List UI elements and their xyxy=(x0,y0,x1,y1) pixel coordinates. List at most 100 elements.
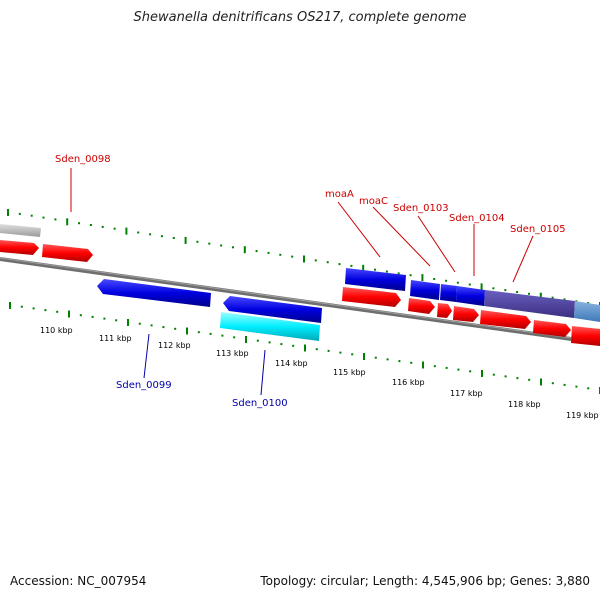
scale-dot xyxy=(137,231,140,234)
scale-dot xyxy=(575,385,578,388)
gene-label-sden0103[interactable]: Sden_0103 xyxy=(393,203,449,214)
scale-dot xyxy=(91,315,94,318)
rna-block[interactable] xyxy=(220,312,320,341)
scale-dot xyxy=(89,224,92,226)
reverse-track xyxy=(97,279,322,341)
scale-major-tick xyxy=(303,255,305,263)
cds-arrow[interactable] xyxy=(480,310,531,329)
scale-major-tick xyxy=(422,361,424,369)
pseudogene-block[interactable] xyxy=(0,224,41,237)
cds-arrow[interactable] xyxy=(533,320,571,337)
gene-arrow-sden0104[interactable] xyxy=(456,286,485,306)
gene-label-sden0098[interactable]: Sden_0098 xyxy=(55,154,111,165)
scale-dot xyxy=(315,348,318,351)
scale-dot xyxy=(113,227,116,230)
scale-major-tick xyxy=(540,378,542,386)
scale-dot xyxy=(563,298,566,301)
scale-dot xyxy=(44,309,47,312)
scale-dot xyxy=(101,225,104,228)
scale-dot xyxy=(279,253,282,256)
scale-major-tick xyxy=(363,353,365,360)
scale-dot xyxy=(456,281,459,284)
forward-track-b xyxy=(342,287,600,346)
scale-dot xyxy=(79,314,82,317)
scale-dot xyxy=(385,270,388,273)
tick-label: 118 kbp xyxy=(508,400,541,409)
gene-arrow-sden0100[interactable] xyxy=(223,296,322,323)
tick-label: 111 kbp xyxy=(99,334,132,343)
gene-arrow-sden0103[interactable] xyxy=(440,284,457,302)
scale-dot xyxy=(232,246,234,249)
lower-scale xyxy=(9,302,600,394)
scale-dot xyxy=(291,255,294,258)
scale-dot xyxy=(42,216,45,219)
cds-arrow[interactable] xyxy=(342,287,401,307)
scale-major-tick xyxy=(125,227,128,235)
cds-arrow[interactable] xyxy=(42,244,93,262)
scale-dot xyxy=(410,361,413,364)
scale-dot xyxy=(327,349,330,352)
genome-backbone xyxy=(0,257,600,345)
scale-major-tick xyxy=(127,319,129,326)
scale-dot xyxy=(445,366,448,369)
tick-label: 116 kbp xyxy=(392,378,425,387)
scale-major-tick xyxy=(481,370,483,377)
gene-label-sden0104[interactable]: Sden_0104 xyxy=(449,213,505,224)
map-title: Shewanella denitrificans OS217, complete… xyxy=(133,10,467,25)
gene-arrow-moaC[interactable] xyxy=(410,280,440,300)
gene-label-moaC[interactable]: moaC xyxy=(359,196,388,207)
scale-dot xyxy=(172,237,175,239)
scale-dot xyxy=(54,218,57,221)
scale-dot xyxy=(468,283,471,286)
gene-label-sden0099[interactable]: Sden_0099 xyxy=(116,380,172,391)
bottom-leader-lines xyxy=(143,333,266,396)
scale-dot xyxy=(563,383,566,386)
scale-dot xyxy=(314,259,317,262)
top-leader-lines xyxy=(70,168,534,283)
scale-dot xyxy=(326,261,329,264)
gene-label-moaA[interactable]: moaA xyxy=(325,189,354,200)
scale-dot xyxy=(587,387,590,390)
scale-dot xyxy=(457,368,460,371)
upper-scale xyxy=(7,209,600,309)
cds-arrow[interactable] xyxy=(437,303,452,318)
scale-dot xyxy=(492,287,495,290)
scale-major-tick xyxy=(68,310,70,318)
gene-arrow-sden0099[interactable] xyxy=(97,279,211,307)
tick-label: 110 kbp xyxy=(40,326,73,335)
gene-arrow-moaA[interactable] xyxy=(345,268,406,291)
gene-label-sden0105[interactable]: Sden_0105 xyxy=(510,224,566,235)
scale-dot xyxy=(339,351,342,354)
operon-block-light[interactable] xyxy=(574,301,600,322)
scale-dot xyxy=(445,279,448,282)
scale-dot xyxy=(492,373,495,376)
gene-label-sden0100[interactable]: Sden_0100 xyxy=(232,398,288,409)
scale-dot xyxy=(504,289,507,292)
forward-track-a xyxy=(0,224,600,322)
cds-arrow[interactable] xyxy=(571,326,600,346)
tick-label: 119 kbp xyxy=(566,411,599,420)
kbp-labels: 110 kbp 111 kbp 112 kbp 113 kbp 114 kbp … xyxy=(40,326,599,420)
scale-dot xyxy=(220,244,223,247)
scale-major-tick xyxy=(304,344,306,352)
scale-dot xyxy=(386,358,389,361)
cds-arrow[interactable] xyxy=(453,306,479,322)
scale-dot xyxy=(162,326,165,329)
cds-arrow[interactable] xyxy=(0,240,39,255)
scale-dot xyxy=(30,214,33,217)
scale-dot xyxy=(374,356,377,359)
cds-arrow[interactable] xyxy=(408,298,435,314)
scale-major-tick xyxy=(362,264,365,272)
tick-label: 112 kbp xyxy=(158,341,191,350)
scale-dot xyxy=(516,377,519,380)
scale-dot xyxy=(115,319,118,322)
scale-dot xyxy=(138,322,141,325)
scale-dot xyxy=(433,365,436,368)
scale-major-tick xyxy=(66,218,69,226)
scale-dot xyxy=(351,353,354,356)
scale-dot xyxy=(56,310,59,313)
scale-major-tick xyxy=(243,246,246,254)
scale-dot xyxy=(374,268,376,271)
operon-block-dark[interactable] xyxy=(484,290,575,318)
scale-major-tick xyxy=(421,274,424,282)
